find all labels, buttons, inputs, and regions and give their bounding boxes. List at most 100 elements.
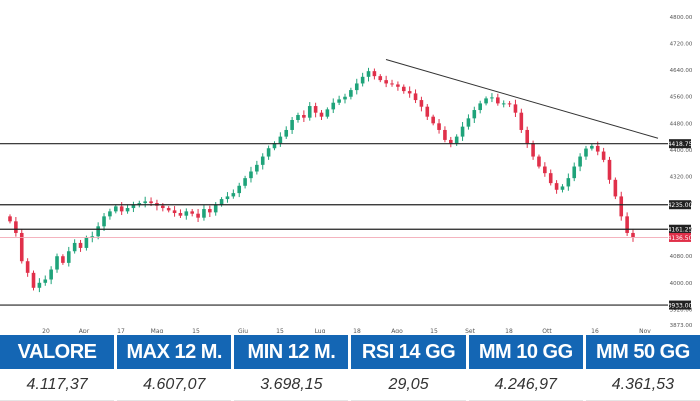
candle xyxy=(501,100,506,108)
candle-body xyxy=(296,115,300,120)
candle xyxy=(419,96,424,112)
candle-body xyxy=(8,216,12,222)
candle-body xyxy=(413,93,418,101)
candle xyxy=(78,239,83,252)
candle-body xyxy=(478,103,482,111)
candle-body xyxy=(219,199,224,205)
candle-body xyxy=(266,148,271,157)
candle-body xyxy=(31,272,36,288)
stat-label: MM 50 GG xyxy=(585,335,700,369)
candle-body xyxy=(325,109,330,117)
stat-cell: MAX 12 M. 4.607,07 xyxy=(117,335,232,401)
candle-body xyxy=(613,179,618,197)
price-marker-label: 3933.00 xyxy=(668,303,693,310)
price-tick-label: 4640.00 xyxy=(670,68,693,74)
stat-cell: MM 50 GG 4.361,53 xyxy=(585,335,700,401)
candle xyxy=(472,106,477,123)
stat-label: MAX 12 M. xyxy=(117,335,232,369)
candle-body xyxy=(531,143,535,157)
stat-label: VALORE xyxy=(0,335,115,369)
candle-body xyxy=(25,261,30,273)
candle-body xyxy=(108,211,112,217)
candle-body xyxy=(396,84,400,87)
price-tick-label: 4480.00 xyxy=(670,121,693,127)
candle-body xyxy=(202,209,206,218)
candle-body xyxy=(590,145,594,149)
candle-body xyxy=(72,242,77,252)
candle xyxy=(61,254,65,265)
candles xyxy=(8,67,635,293)
candle-body xyxy=(401,86,406,92)
price-marker-label: 4161.25 xyxy=(668,227,693,234)
candle xyxy=(372,68,377,80)
candle-body xyxy=(431,116,435,124)
candle-body xyxy=(625,216,629,233)
price-tick-label: 4720.00 xyxy=(670,42,693,48)
candle-body xyxy=(19,232,24,262)
candle xyxy=(166,206,171,213)
candle-body xyxy=(61,256,65,263)
candle xyxy=(601,147,606,163)
candle-body xyxy=(548,173,553,184)
candle xyxy=(302,110,306,122)
candle xyxy=(66,246,71,267)
candle-body xyxy=(407,91,412,94)
candle-body xyxy=(43,279,48,283)
candle xyxy=(196,209,200,223)
candle xyxy=(272,141,277,151)
candle xyxy=(366,67,371,82)
candle-body xyxy=(437,123,441,130)
candle-body xyxy=(84,237,89,248)
time-tick-label: 15 xyxy=(276,328,284,333)
candle-body xyxy=(278,136,283,144)
price-marker-label: 4418.75 xyxy=(668,141,693,148)
price-marker-box xyxy=(669,200,691,210)
candle xyxy=(413,89,418,104)
candle xyxy=(290,117,294,134)
candle xyxy=(578,153,582,172)
candle-body xyxy=(449,139,453,144)
candle-body xyxy=(49,269,53,280)
candle-body xyxy=(149,201,153,204)
candle xyxy=(443,126,447,143)
candle xyxy=(31,270,36,291)
price-marker-label: 4136.50 xyxy=(668,235,693,242)
candle-body xyxy=(349,90,353,97)
price-marker: 4136.50 xyxy=(668,232,693,242)
stat-cell: RSI 14 GG 29,05 xyxy=(351,335,466,401)
candle xyxy=(266,145,271,160)
time-tick-label: 15 xyxy=(430,328,438,333)
support-resistance-lines xyxy=(0,143,668,306)
candle-body xyxy=(519,112,524,130)
candle xyxy=(72,239,77,254)
candle-body xyxy=(472,110,477,119)
price-tick-label: 4560.00 xyxy=(670,95,693,101)
candle xyxy=(184,208,189,220)
candle-body xyxy=(166,208,171,211)
candle xyxy=(278,132,283,147)
candle-body xyxy=(607,159,612,180)
candle-body xyxy=(507,103,512,105)
candle-body xyxy=(584,148,588,157)
candle xyxy=(255,160,259,175)
candle-body xyxy=(137,203,142,205)
candle-body xyxy=(525,129,530,144)
stat-label: MIN 12 M. xyxy=(234,335,349,369)
candle xyxy=(525,126,530,148)
stat-cell: VALORE 4.117,37 xyxy=(0,335,115,401)
candle xyxy=(307,102,312,121)
price-tick-label: 4800.00 xyxy=(670,15,693,21)
price-tick-label: 4400.00 xyxy=(670,148,693,154)
candle-body xyxy=(337,99,341,103)
candle-body xyxy=(125,208,130,212)
stat-value: 4.361,53 xyxy=(585,369,700,401)
stat-cell: MIN 12 M. 3.698,15 xyxy=(234,335,349,401)
candle xyxy=(231,189,236,199)
candle-body xyxy=(313,106,318,113)
candle-body xyxy=(172,210,177,214)
candle xyxy=(325,107,330,119)
time-tick-label: 18 xyxy=(505,328,513,333)
candle xyxy=(354,78,359,95)
price-marker-label: 4235.00 xyxy=(668,202,693,209)
candle xyxy=(619,191,624,221)
